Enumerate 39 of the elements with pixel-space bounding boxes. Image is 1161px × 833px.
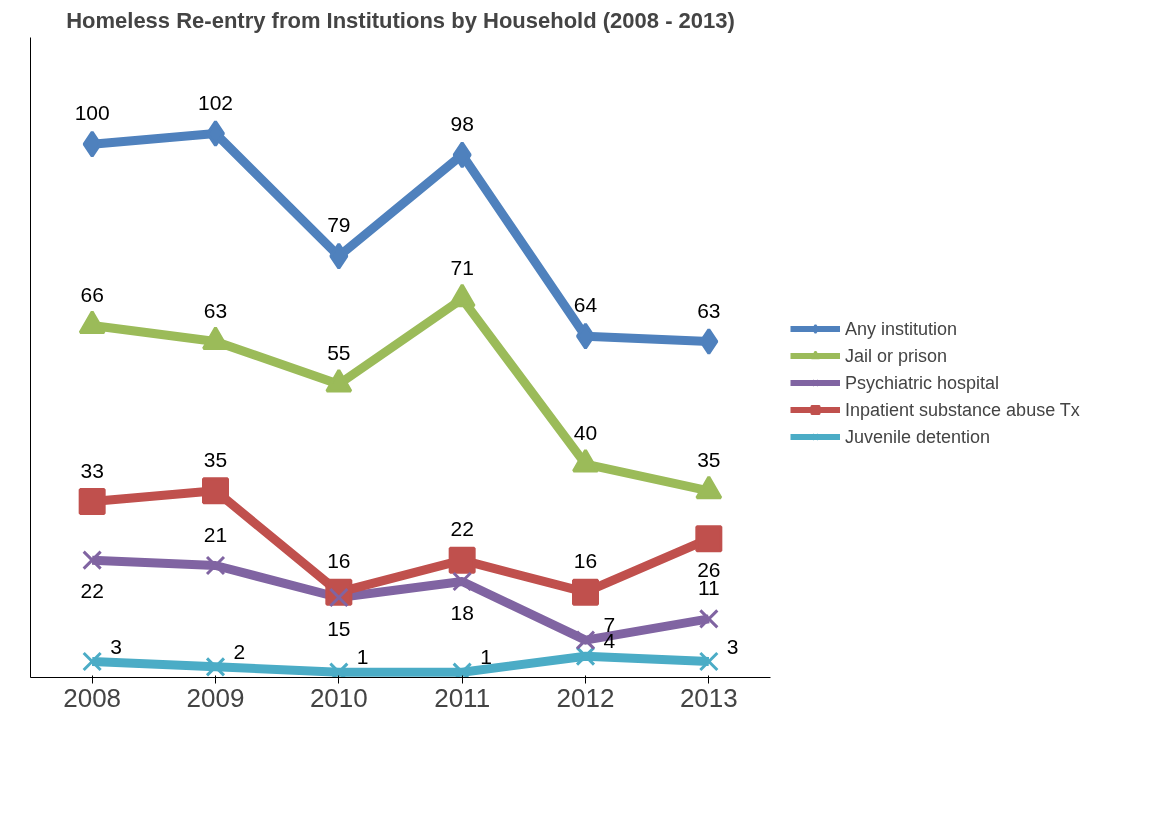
data-label: 63: [203, 298, 228, 322]
x-tick-label: 2009: [186, 682, 245, 713]
data-label: 18: [450, 600, 474, 624]
x-tick-label: 2012: [556, 682, 615, 713]
data-label: 3: [726, 634, 739, 658]
data-label: 102: [197, 90, 234, 114]
data-label: 26: [697, 557, 721, 581]
data-label: 21: [203, 522, 228, 546]
x-tick-label: 2010: [309, 682, 368, 713]
legend-label: Jail or prison: [845, 345, 948, 366]
data-label: 35: [697, 447, 721, 471]
data-label: 35: [203, 447, 228, 471]
data-label: 71: [450, 255, 474, 279]
legend-label: Juvenile detention: [845, 426, 991, 447]
data-label: 33: [80, 458, 104, 482]
x-tick-label: 2013: [679, 682, 738, 713]
data-label: 55: [327, 341, 351, 365]
data-label: 22: [80, 579, 104, 603]
data-label: 100: [74, 101, 110, 125]
data-label: 40: [573, 421, 598, 445]
legend-label: Psychiatric hospital: [845, 372, 1000, 393]
x-tick-label: 2008: [63, 682, 122, 713]
data-label: 15: [327, 616, 351, 640]
chart-title: Homeless Re-entry from Institutions by Household (2008 - 2013): [66, 7, 735, 33]
x-tick-label: 2011: [434, 682, 491, 713]
data-label: 1: [480, 645, 492, 669]
data-label: 64: [573, 293, 598, 317]
data-label: 79: [327, 213, 351, 237]
data-label: 3: [110, 634, 122, 658]
legend-label: Inpatient substance abuse Tx: [845, 399, 1080, 420]
data-label: 98: [450, 111, 474, 135]
data-label: 2: [233, 639, 246, 663]
data-label: 63: [697, 298, 721, 322]
data-label: 22: [450, 517, 474, 541]
legend-label: Any institution: [845, 318, 958, 339]
data-label: 66: [80, 282, 104, 306]
data-label: 16: [327, 549, 351, 573]
data-label: 1: [356, 645, 369, 669]
data-label: 16: [573, 549, 598, 573]
